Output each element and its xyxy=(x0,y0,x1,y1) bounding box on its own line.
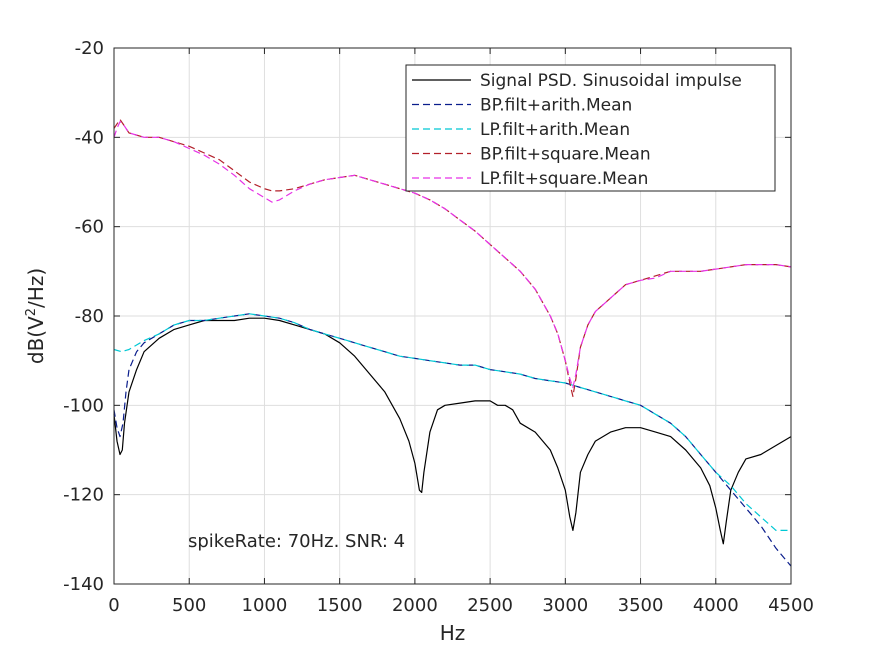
y-tick-label: -100 xyxy=(63,395,104,416)
legend-label-3: LP.filt+arith.Mean xyxy=(480,120,630,140)
legend-label-1: Signal PSD. Sinusoidal impulse xyxy=(480,71,742,91)
x-tick-label: 1500 xyxy=(317,595,363,616)
y-tick-label: -60 xyxy=(75,217,104,238)
legend: Signal PSD. Sinusoidal impulse BP.filt+ar… xyxy=(405,64,776,192)
x-tick-label: 3500 xyxy=(618,595,664,616)
annotation-text: spikeRate: 70Hz. SNR: 4 xyxy=(188,531,405,552)
x-tick-label: 4000 xyxy=(693,595,739,616)
legend-box xyxy=(405,64,776,192)
series-lines xyxy=(113,118,792,567)
x-tick-label: 1000 xyxy=(242,595,288,616)
y-axis-label-prefix: dB(V xyxy=(24,316,48,364)
y-tick-label: -140 xyxy=(63,574,104,595)
y-tick-label: -120 xyxy=(63,485,104,506)
y-tick-label: -80 xyxy=(75,306,104,327)
legend-label-4: BP.filt+square.Mean xyxy=(480,145,651,165)
y-axis-label: dB(V2/Hz) xyxy=(24,268,48,364)
x-tick-label: 0 xyxy=(108,595,119,616)
series-line-4 xyxy=(113,118,792,397)
legend-label-2: BP.filt+arith.Mean xyxy=(480,96,632,116)
x-tick-label: 4500 xyxy=(768,595,814,616)
legend-label-5: LP.filt+square.Mean xyxy=(480,169,648,189)
y-tick-label: -40 xyxy=(75,127,104,148)
y-axis-label-superscript: 2 xyxy=(24,308,39,316)
x-tick-label: 2000 xyxy=(392,595,438,616)
x-tick-label: 500 xyxy=(172,595,206,616)
series-line-3 xyxy=(113,313,791,532)
x-tick-label: 2500 xyxy=(467,595,513,616)
series-line-5 xyxy=(113,121,792,389)
y-tick-label: -20 xyxy=(75,38,104,59)
legend-items: Signal PSD. Sinusoidal impulse BP.filt+ar… xyxy=(412,71,742,189)
axis-ticks: 0 500 1000 1500 2000 2500 3000 3500 4000 4500 -140… xyxy=(63,38,814,616)
x-axis-label: Hz xyxy=(440,621,466,645)
y-axis-label-suffix: /Hz) xyxy=(24,268,48,308)
x-tick-label: 3000 xyxy=(542,595,588,616)
